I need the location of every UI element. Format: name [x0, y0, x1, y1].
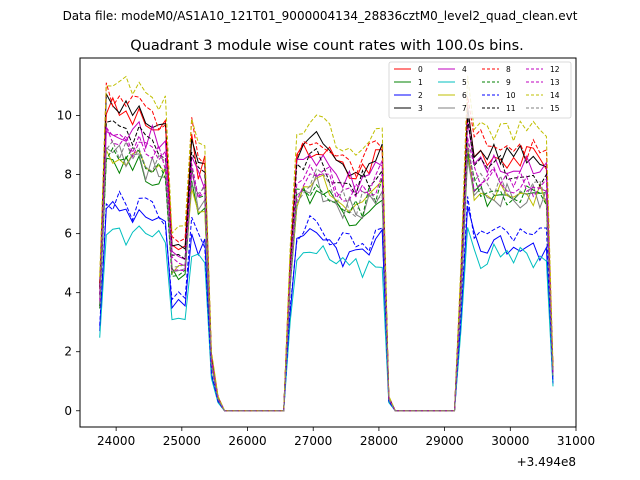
x-tick-label: 24000 — [97, 434, 135, 448]
series-line-3 — [99, 92, 554, 412]
legend-label: 0 — [418, 65, 423, 74]
x-tick-label: 29000 — [426, 434, 464, 448]
y-tick-label: 0 — [64, 404, 72, 418]
x-offset-label: +3.494e8 — [517, 455, 576, 469]
series-line-14 — [99, 75, 554, 412]
y-tick-label: 10 — [57, 109, 72, 123]
legend-label: 9 — [506, 78, 511, 87]
legend-label: 3 — [418, 104, 423, 113]
legend-label: 12 — [550, 65, 560, 74]
y-tick-label: 4 — [64, 286, 72, 300]
legend-label: 7 — [462, 104, 467, 113]
x-tick-label: 25000 — [163, 434, 201, 448]
legend-label: 14 — [550, 91, 560, 100]
legend-frame — [388, 61, 572, 119]
figure-suptitle: Data file: modeM0/AS1A10_121T01_90000041… — [63, 9, 578, 23]
series-layer — [99, 75, 554, 412]
y-tick-label: 2 — [64, 345, 72, 359]
series-line-10 — [99, 190, 554, 412]
x-tick-label: 27000 — [294, 434, 332, 448]
series-line-4 — [99, 120, 554, 412]
legend-label: 15 — [550, 104, 560, 113]
legend-label: 4 — [462, 65, 467, 74]
x-tick-label: 30000 — [491, 434, 529, 448]
series-line-8 — [99, 82, 554, 412]
series-line-1 — [99, 152, 554, 412]
x-tick-label: 28000 — [360, 434, 398, 448]
series-line-5 — [99, 225, 554, 412]
legend-label: 10 — [506, 91, 516, 100]
series-line-13 — [99, 126, 554, 412]
legend-label: 11 — [506, 104, 516, 113]
legend-label: 13 — [550, 78, 560, 87]
legend-label: 6 — [462, 91, 467, 100]
series-line-15 — [99, 139, 554, 412]
chart-title: Quadrant 3 module wise count rates with … — [130, 38, 524, 54]
plot-frame — [79, 57, 577, 428]
y-tick-label: 8 — [64, 168, 72, 182]
x-tick-label: 31000 — [557, 434, 595, 448]
legend-label: 8 — [506, 65, 511, 74]
y-tick-label: 6 — [64, 227, 72, 241]
legend-label: 1 — [418, 78, 423, 87]
axis-ticks: 24000 25000 26000 27000 28000 29000 30000 31000… — [57, 109, 595, 448]
series-line-7 — [99, 144, 554, 412]
series-line-12 — [99, 126, 554, 412]
series-line-9 — [99, 147, 554, 412]
x-tick-label: 26000 — [228, 434, 266, 448]
legend-label: 5 — [462, 78, 467, 87]
legend-label: 2 — [418, 91, 423, 100]
